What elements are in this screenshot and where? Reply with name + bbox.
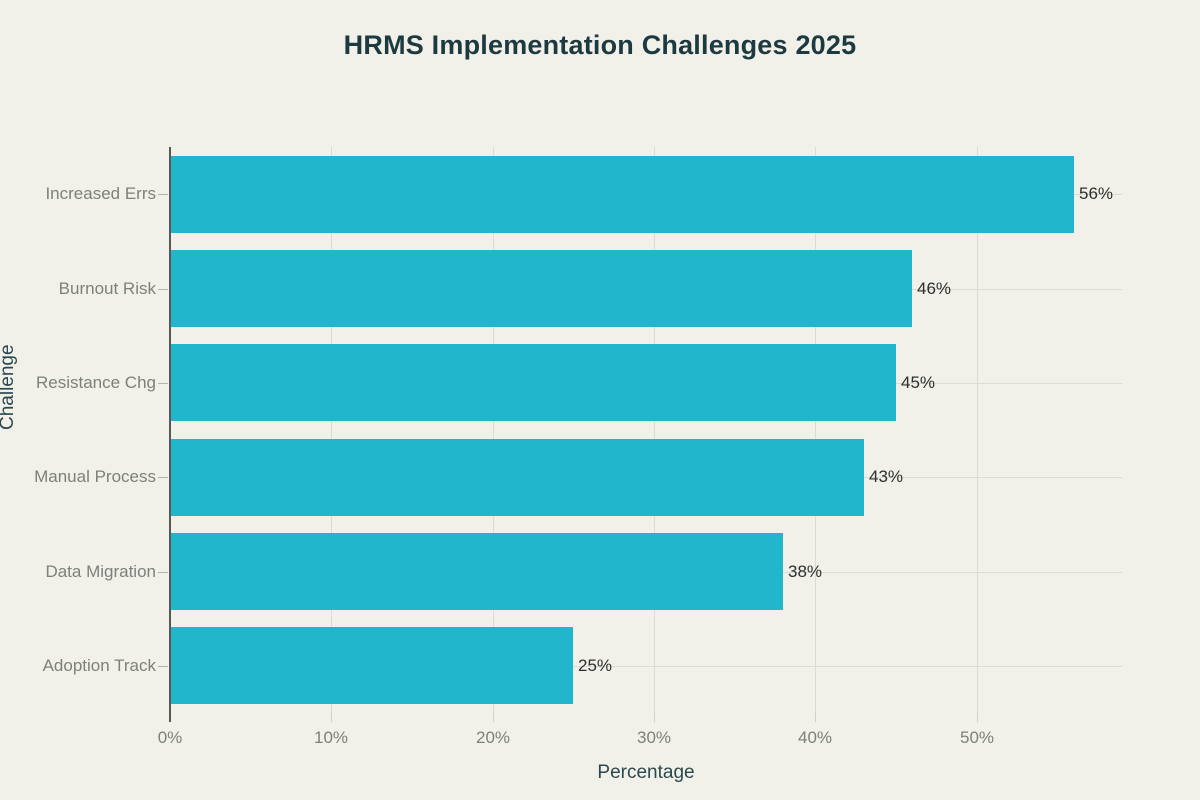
- x-gridline: [493, 147, 494, 713]
- bar-manual-process: [170, 439, 864, 516]
- y-axis-line: [169, 147, 171, 722]
- x-gridline: [331, 147, 332, 713]
- x-tick-label: 10%: [313, 728, 349, 747]
- bar-resistance-chg: [170, 344, 896, 421]
- x-tick-label: 20%: [475, 728, 511, 747]
- bar-burnout-risk: [170, 250, 912, 327]
- x-axis-title: Percentage: [597, 762, 695, 783]
- y-tick-mark: [158, 194, 168, 195]
- x-tick-mark: [977, 713, 978, 722]
- bar-value-label: 38%: [788, 562, 823, 581]
- y-tick-mark: [158, 383, 168, 384]
- x-tick-mark: [331, 713, 332, 722]
- plot-area: 0% 10% 20% 30% 40% 50% Increased Errs 56% Burnou…: [34, 147, 1122, 747]
- x-tick-label: 30%: [636, 728, 672, 747]
- y-tick-label: Manual Process: [34, 467, 156, 486]
- x-tick-mark: [654, 713, 655, 722]
- x-tick-label: 50%: [959, 728, 995, 747]
- bar-data-migration: [170, 533, 783, 610]
- bar-value-label: 45%: [901, 373, 936, 392]
- y-tick-label: Data Migration: [45, 562, 156, 581]
- x-gridline: [654, 147, 655, 713]
- y-tick-mark: [158, 289, 168, 290]
- y-axis-title-text: Challenge: [0, 344, 18, 430]
- x-tick-label: 40%: [797, 728, 833, 747]
- bar-adoption-track: [170, 627, 573, 704]
- y-tick-mark: [158, 477, 168, 478]
- bar-value-label: 25%: [578, 656, 613, 675]
- y-gridline: [170, 666, 1122, 667]
- x-gridline: [977, 147, 978, 713]
- chart-title: HRMS Implementation Challenges 2025: [343, 30, 857, 60]
- x-tick-mark: [815, 713, 816, 722]
- y-tick-mark: [158, 572, 168, 573]
- bar-value-label: 43%: [869, 467, 904, 486]
- y-tick-label: Adoption Track: [42, 656, 156, 675]
- x-tick-label: 0%: [157, 728, 183, 747]
- bar-value-label: 56%: [1079, 184, 1114, 203]
- x-gridline: [815, 147, 816, 713]
- y-tick-label: Burnout Risk: [58, 279, 156, 298]
- bar-value-label: 46%: [917, 279, 952, 298]
- y-tick-mark: [158, 666, 168, 667]
- y-tick-label: Increased Errs: [45, 184, 156, 203]
- x-tick-mark: [493, 713, 494, 722]
- y-tick-label: Resistance Chg: [35, 373, 156, 392]
- bar-increased-errs: [170, 156, 1074, 233]
